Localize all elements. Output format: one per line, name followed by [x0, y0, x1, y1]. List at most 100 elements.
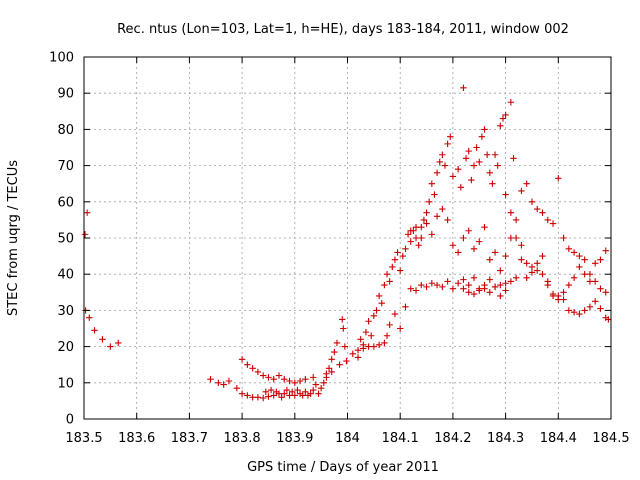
data-point [462, 155, 470, 162]
data-point [238, 356, 246, 363]
x-tick-label: 183.8 [223, 431, 260, 446]
data-point [449, 285, 457, 292]
data-point [286, 377, 293, 385]
data-point [502, 191, 509, 198]
data-point [323, 374, 330, 381]
data-point [528, 198, 536, 205]
data-point [497, 281, 504, 289]
data-point [368, 332, 375, 339]
data-point [302, 388, 309, 396]
data-point [310, 374, 317, 381]
data-point [254, 368, 262, 376]
data-point [491, 249, 499, 256]
data-point [460, 234, 467, 242]
data-point [586, 271, 594, 278]
data-point [312, 381, 320, 388]
data-point [325, 365, 333, 372]
data-point [331, 348, 338, 356]
data-point [555, 292, 562, 300]
data-point [439, 205, 446, 213]
data-point [605, 316, 612, 323]
data-point [343, 357, 350, 365]
y-tick-label: 40 [57, 268, 74, 283]
data-point [581, 307, 588, 314]
y-tick-label: 60 [57, 195, 74, 210]
data-point [402, 245, 409, 253]
data-point [404, 231, 412, 238]
data-point [383, 271, 391, 278]
data-point [512, 234, 520, 242]
data-point [340, 325, 347, 332]
data-point [328, 368, 335, 376]
data-point [518, 256, 525, 263]
data-point [486, 289, 493, 296]
data-point [294, 386, 301, 394]
data-point [402, 303, 409, 310]
data-point [270, 375, 277, 383]
data-point [447, 133, 454, 140]
data-point [259, 372, 267, 379]
data-point [507, 99, 515, 106]
data-point [576, 263, 583, 271]
x-tick-label: 183.5 [65, 431, 102, 446]
data-point [225, 377, 233, 385]
data-point [315, 390, 322, 397]
data-point [497, 292, 504, 300]
data-point [386, 321, 393, 329]
data-point [560, 289, 567, 296]
data-point [307, 390, 314, 397]
data-point [407, 285, 414, 292]
data-point [428, 231, 436, 238]
y-axis: 0 10 20 30 40 50 60 70 80 90 100 [49, 51, 611, 428]
data-point [339, 316, 346, 323]
data-point [502, 287, 509, 294]
data-point [354, 347, 362, 354]
data-point [349, 350, 356, 358]
data-point [233, 385, 241, 392]
data-point [499, 115, 507, 122]
data-point [591, 278, 599, 285]
data-point [407, 227, 414, 234]
data-point [528, 269, 536, 276]
y-tick-label: 30 [57, 304, 74, 319]
data-point [544, 216, 551, 224]
data-point [549, 220, 557, 227]
y-tick-label: 20 [57, 340, 74, 355]
x-tick-label: 183.6 [118, 431, 155, 446]
data-point [378, 299, 385, 307]
chart-title: Rec. ntus (Lon=103, Lat=1, h=HE), days 1… [117, 22, 569, 37]
data-point [523, 274, 530, 282]
data-point [512, 274, 520, 282]
y-tick-label: 100 [49, 51, 74, 66]
data-point [336, 361, 343, 368]
data-point [473, 144, 480, 151]
x-tick-label: 184.5 [592, 431, 629, 446]
data-point [449, 242, 457, 249]
data-point [468, 176, 475, 184]
data-point [449, 173, 457, 180]
data-point [470, 245, 478, 253]
data-point [597, 256, 604, 263]
data-point [262, 388, 270, 396]
x-tick-label: 184.1 [382, 431, 419, 446]
data-point [275, 372, 283, 379]
data-point [399, 252, 407, 260]
data-point [512, 216, 520, 224]
data-point [486, 256, 493, 263]
data-point [115, 339, 122, 347]
data-point [478, 133, 486, 140]
data-points [81, 84, 612, 402]
y-tick-label: 90 [57, 87, 74, 102]
data-point [415, 242, 422, 249]
data-point [270, 392, 277, 399]
data-point [528, 263, 536, 271]
data-point [433, 281, 441, 289]
data-point [476, 238, 483, 245]
data-point [565, 281, 573, 289]
x-tick-label: 183.9 [276, 431, 313, 446]
data-point [570, 249, 578, 256]
data-point [507, 209, 515, 216]
data-point [291, 379, 298, 386]
data-point [370, 343, 378, 350]
data-point [375, 292, 383, 300]
